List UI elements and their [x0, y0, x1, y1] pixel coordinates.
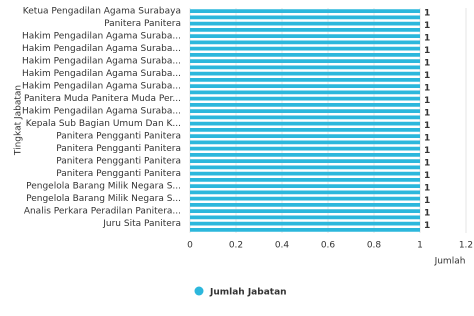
value-label: 1: [424, 159, 430, 169]
bar: [190, 9, 420, 13]
bar: [190, 221, 420, 226]
bar: [190, 40, 420, 45]
bar: [190, 134, 420, 138]
bar: [190, 84, 420, 88]
value-label: 1: [424, 134, 430, 144]
bar: [190, 178, 420, 182]
bar: [190, 203, 420, 207]
legend-marker[interactable]: [194, 286, 204, 296]
value-label: 1: [424, 59, 430, 69]
value-label: 1: [424, 21, 430, 31]
value-label: 1: [424, 109, 430, 119]
y-tick-label: Panitera Panitera: [104, 19, 181, 29]
bar: [190, 184, 420, 188]
bar: [190, 115, 420, 120]
bar: [190, 171, 420, 176]
value-label: 1: [424, 221, 430, 231]
x-tick-label: 0: [187, 241, 193, 251]
bar: [190, 228, 420, 232]
bar: [190, 21, 420, 26]
bar: [190, 153, 420, 157]
bar: [190, 146, 420, 151]
bar: [190, 159, 420, 163]
bar: [190, 128, 420, 132]
y-tick-label: Hakim Pengadilan Agama Suraba...: [22, 44, 181, 54]
bar: [190, 165, 420, 170]
bar: [190, 140, 420, 145]
x-tick-label: 0.4: [275, 241, 290, 251]
value-label: 1: [424, 46, 430, 56]
y-tick-label: Hakim Pengadilan Agama Suraba...: [22, 32, 181, 42]
value-label: 1: [424, 84, 430, 94]
value-label: 1: [424, 34, 430, 44]
bar: [190, 109, 420, 113]
bar: [190, 65, 420, 70]
bar: [190, 103, 420, 107]
bar: [190, 78, 420, 82]
bar: [190, 96, 420, 101]
bar: [190, 59, 420, 63]
y-tick-label: Pengelola Barang Milik Negara S...: [26, 182, 181, 192]
y-tick-label: Ketua Pengadilan Agama Surabaya: [23, 7, 181, 17]
value-label: 1: [424, 184, 430, 194]
bar: [190, 215, 420, 220]
bar: [190, 53, 420, 57]
bar: [190, 46, 420, 51]
bar: [190, 71, 420, 76]
legend-label[interactable]: Jumlah Jabatan: [209, 288, 287, 298]
value-label: 1: [424, 171, 430, 181]
bar: [190, 209, 420, 213]
y-tick-label: Panitera Pengganti Panitera: [56, 157, 181, 167]
bar: [190, 34, 420, 38]
x-tick-label: 1.2: [459, 241, 473, 251]
y-tick-label: Kepala Sub Bagian Umum Dan K...: [26, 119, 181, 129]
x-tick-label: 0.2: [229, 241, 243, 251]
value-label: 1: [424, 196, 430, 206]
value-label: 1: [424, 209, 430, 219]
value-label: 1: [424, 121, 430, 131]
y-tick-label: Hakim Pengadilan Agama Suraba...: [22, 57, 181, 67]
x-tick-label: 1: [417, 241, 423, 251]
y-tick-label: Analis Perkara Peradilan Panitera...: [24, 207, 181, 217]
x-axis-title: Jumlah: [434, 257, 466, 267]
y-tick-label: Hakim Pengadilan Agama Suraba...: [22, 69, 181, 79]
value-label: 1: [424, 96, 430, 106]
y-tick-label: Panitera Pengganti Panitera: [56, 132, 181, 142]
bar: [190, 121, 420, 126]
y-tick-label: Pengelola Barang Milik Negara S...: [26, 194, 181, 204]
y-tick-label: Hakim Pengadilan Agama Suraba...: [22, 107, 181, 117]
x-tick-label: 0.8: [367, 241, 382, 251]
value-label: 1: [424, 9, 430, 19]
y-tick-label: Panitera Pengganti Panitera: [56, 169, 181, 179]
y-tick-label: Hakim Pengadilan Agama Suraba...: [22, 82, 181, 92]
y-axis-title: Tingkat Jabatan: [14, 85, 24, 156]
bar: [190, 196, 420, 201]
x-tick-label: 0.6: [321, 241, 336, 251]
bar: [190, 28, 420, 32]
value-label: 1: [424, 71, 430, 81]
value-label: 1: [424, 146, 430, 156]
y-tick-label: Panitera Pengganti Panitera: [56, 144, 181, 154]
bar: [190, 90, 420, 95]
bar: [190, 190, 420, 195]
y-tick-label: Juru Sita Panitera: [102, 219, 181, 229]
y-tick-label: Panitera Muda Panitera Muda Per...: [24, 94, 181, 104]
bar: [190, 15, 420, 20]
